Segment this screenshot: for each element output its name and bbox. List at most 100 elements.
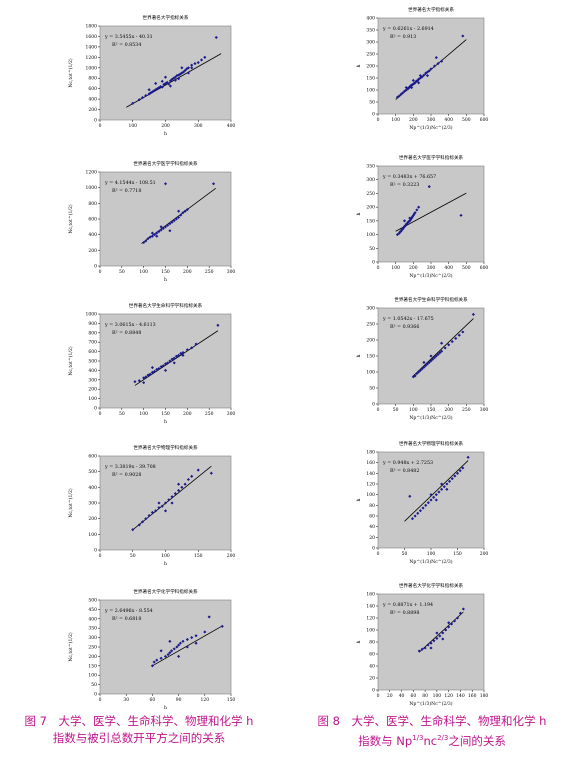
r2-label: R² = 0.9366: [390, 324, 419, 330]
x-tick-label: 200: [227, 553, 236, 559]
x-tick-label: 100: [433, 693, 442, 699]
x-tick-label: 50: [393, 407, 399, 413]
y-tick-label: 0: [94, 548, 97, 554]
x-tick-label: 0: [99, 697, 102, 703]
chart-svg: 世界著名大学生命科学学科指标关系 0 50 100 150 200 250 300 0 50 100…: [356, 296, 489, 421]
chart-svg: 世界著名大学物理学科指标关系 0 20 40 60 80 100 120 140 160 180 0 5…: [356, 440, 488, 565]
y-tick-label: 100: [366, 232, 375, 238]
data-point: [155, 234, 159, 238]
y-tick-label: 600: [88, 86, 97, 92]
y-tick-label: 20: [369, 535, 375, 541]
data-point: [177, 654, 181, 658]
x-axis-label: Np^(1/3)Nc^(2/3): [409, 414, 452, 421]
y-tick-label: 100: [88, 396, 97, 402]
data-point: [166, 652, 170, 657]
r2-label: R² = 0.3223: [390, 182, 419, 188]
data-point: [410, 86, 414, 90]
data-point: [147, 88, 151, 92]
y-axis-label: h: [356, 64, 362, 67]
x-tick-label: 160: [468, 693, 477, 699]
y-tick-label: 0: [372, 402, 375, 408]
y-tick-label: 800: [88, 201, 97, 207]
x-axis-label: Np^(1/3)Nc^(2/3): [409, 558, 452, 565]
data-point: [152, 660, 156, 664]
x-axis-label: Np^(1/3)Nc^(2/3): [409, 124, 452, 131]
x-tick-label: 300: [194, 123, 203, 129]
y-tick-label: 100: [366, 492, 375, 498]
y-tick-label: 400: [88, 97, 97, 103]
x-tick-label: 0: [377, 551, 380, 557]
y-tick-label: 250: [366, 52, 375, 58]
data-point: [173, 78, 177, 82]
caption-fig7-line1: 图 7 大学、医学、生命科学、物理和化学 h: [24, 714, 254, 728]
y-tick-label: 200: [88, 387, 97, 393]
x-axis-label: Np^(1/3)Nc^(2/3): [409, 700, 452, 707]
y-tick-label: 400: [88, 616, 97, 622]
y-tick-label: 1200: [86, 55, 98, 61]
y-axis-label: h: [356, 212, 362, 215]
x-tick-label: 0: [99, 269, 102, 275]
y-tick-label: 1000: [86, 185, 98, 191]
plot-area: [99, 171, 232, 267]
y-tick-label: 200: [88, 516, 97, 522]
equation-label: y = 0.3483x + 76.657: [382, 174, 436, 180]
y-tick-label: 0: [372, 112, 375, 118]
equation-label: y = 0.6261x - 2.6914: [382, 26, 434, 32]
x-tick-label: 200: [183, 269, 192, 275]
y-tick-label: 0: [372, 546, 375, 552]
chart-title: 世界著名大学生命科学学科指标关系: [394, 296, 468, 303]
y-tick-label: 600: [88, 217, 97, 223]
x-tick-label: 80: [422, 693, 428, 699]
y-tick-label: 300: [366, 40, 375, 46]
chart-title: 世界著名大学指标关系: [408, 6, 454, 13]
data-point: [168, 222, 172, 226]
y-tick-label: 140: [366, 471, 375, 477]
r2-label: R² = 0.8898: [390, 610, 419, 616]
equation-label: y = 3.5455x - 40.31: [104, 34, 153, 40]
data-point: [159, 365, 163, 369]
data-point: [141, 95, 145, 100]
y-tick-label: 0: [94, 264, 97, 270]
y-tick-label: 400: [88, 232, 97, 238]
x-tick-label: 120: [201, 697, 210, 703]
chart-svg: 世界著名大学物理学科指标关系 0 100 200 300 400 500 600 0 50 100 1…: [67, 444, 236, 567]
y-tick-label: 100: [366, 370, 375, 376]
chart-fig8-uni: 世界著名大学指标关系 0 50 100 150 200 250 300 350 400 0 100 20…: [352, 2, 490, 132]
x-tick-label: 0: [377, 117, 380, 123]
data-point: [144, 517, 148, 521]
y-tick-label: 300: [88, 377, 97, 383]
y-axis-label: Nc,tot^(1/2): [67, 346, 74, 376]
y-tick-label: 0: [94, 692, 97, 698]
y-tick-label: 120: [366, 482, 375, 488]
data-point: [163, 654, 168, 658]
x-tick-label: 150: [161, 269, 170, 275]
data-point: [144, 375, 148, 379]
x-axis-label: h: [164, 277, 167, 283]
x-tick-label: 300: [480, 407, 489, 413]
x-tick-label: 0: [377, 265, 380, 271]
y-tick-label: 100: [366, 628, 375, 634]
equation-label: y = 2.6496x - 8.554: [104, 608, 153, 614]
x-tick-label: 0: [99, 123, 102, 129]
x-tick-label: 50: [130, 553, 136, 559]
y-tick-label: 160: [366, 592, 375, 598]
data-point: [203, 630, 207, 634]
y-tick-label: 100: [88, 673, 97, 679]
y-tick-label: 180: [366, 450, 375, 456]
x-tick-label: 500: [462, 117, 471, 123]
x-tick-label: 0: [377, 693, 380, 699]
data-point: [436, 62, 440, 66]
data-point: [146, 237, 150, 241]
y-tick-label: 200: [88, 107, 97, 113]
y-tick-label: 0: [372, 688, 375, 694]
data-point: [422, 365, 426, 369]
x-tick-label: 100: [391, 117, 400, 123]
x-tick-label: 180: [480, 693, 489, 699]
x-tick-label: 150: [227, 697, 236, 703]
x-tick-label: 50: [119, 269, 125, 275]
caption-fig7-line2: 指数与被引总数开平方之间的关系: [52, 731, 226, 745]
r2-label: R² = 0.7718: [112, 188, 141, 194]
x-axis-label: h: [164, 561, 167, 567]
x-tick-label: 250: [205, 411, 214, 417]
y-tick-label: 400: [88, 368, 97, 374]
